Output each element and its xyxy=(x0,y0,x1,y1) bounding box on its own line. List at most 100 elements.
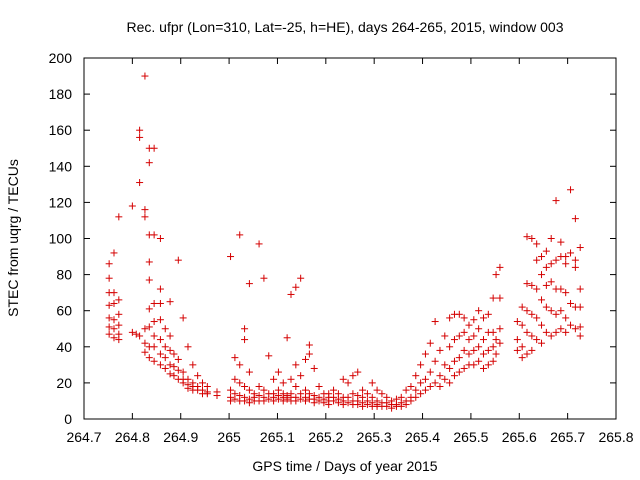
data-point xyxy=(105,314,113,322)
data-point xyxy=(528,235,536,242)
data-point xyxy=(150,318,158,326)
data-point xyxy=(373,386,381,394)
data-point xyxy=(542,303,550,311)
y-tick-label: 160 xyxy=(49,122,73,138)
data-point xyxy=(349,390,357,398)
data-point xyxy=(436,372,444,380)
data-point xyxy=(203,390,211,398)
data-point xyxy=(571,263,579,271)
data-point xyxy=(150,332,158,340)
data-point xyxy=(245,386,253,394)
data-point xyxy=(213,392,221,400)
data-point xyxy=(426,383,434,391)
data-point xyxy=(576,323,584,331)
data-point xyxy=(194,372,202,380)
data-point xyxy=(450,336,458,344)
data-point xyxy=(479,314,487,322)
data-point xyxy=(492,336,500,344)
data-point xyxy=(161,364,169,372)
data-point xyxy=(174,366,182,374)
data-point xyxy=(465,336,473,344)
data-point xyxy=(128,328,136,336)
data-point xyxy=(562,314,570,322)
data-point xyxy=(141,206,149,214)
data-point xyxy=(496,325,504,333)
data-point xyxy=(436,383,444,391)
data-point xyxy=(523,328,531,336)
data-point xyxy=(283,334,291,342)
data-point xyxy=(489,343,497,351)
data-point xyxy=(538,296,546,304)
data-point xyxy=(156,336,164,344)
data-point xyxy=(255,240,263,248)
y-axis-label: STEC from uqrg / TECUs xyxy=(5,159,21,317)
data-point xyxy=(189,361,197,369)
data-point xyxy=(426,368,434,376)
data-point xyxy=(156,350,164,358)
data-point xyxy=(136,126,144,134)
data-point xyxy=(270,397,278,405)
data-point xyxy=(518,343,526,351)
data-point xyxy=(455,368,463,376)
data-point xyxy=(136,179,144,187)
data-point xyxy=(562,328,570,336)
data-point xyxy=(132,330,140,338)
data-point xyxy=(441,332,449,340)
data-point xyxy=(334,399,342,407)
data-point xyxy=(245,368,253,376)
data-point xyxy=(344,379,352,387)
data-point xyxy=(489,357,497,365)
data-point xyxy=(166,346,174,354)
data-point xyxy=(567,321,575,329)
data-point xyxy=(105,260,113,268)
data-point xyxy=(302,355,310,363)
data-point xyxy=(105,274,113,282)
data-point xyxy=(287,290,295,298)
data-point xyxy=(533,256,541,264)
data-point xyxy=(236,379,244,387)
data-point xyxy=(492,350,500,358)
data-point xyxy=(523,280,531,288)
data-point xyxy=(547,278,555,286)
data-point xyxy=(542,247,550,255)
data-point xyxy=(518,354,526,362)
data-point xyxy=(110,249,118,257)
y-tick-label: 120 xyxy=(49,194,73,210)
data-point xyxy=(156,235,164,242)
data-point xyxy=(265,395,273,403)
data-point xyxy=(446,379,454,387)
data-point xyxy=(136,332,144,340)
data-point xyxy=(417,361,425,369)
data-point xyxy=(260,386,268,394)
x-axis: 264.7 264.8 264.9 265 265.1 265.2 265.3 265.4 26… xyxy=(66,58,634,445)
data-point xyxy=(305,341,313,349)
data-point xyxy=(145,323,153,331)
data-point xyxy=(110,316,118,324)
data-point xyxy=(576,285,584,293)
data-point xyxy=(431,357,439,365)
data-point xyxy=(287,375,295,383)
data-point xyxy=(110,334,118,342)
data-point xyxy=(156,299,164,307)
data-point xyxy=(166,370,174,378)
data-point xyxy=(484,310,492,318)
data-point xyxy=(110,299,118,307)
data-point xyxy=(402,401,410,409)
data-point xyxy=(426,339,434,347)
x-axis-label: GPS time / Days of year 2015 xyxy=(252,458,437,474)
data-point xyxy=(489,328,497,336)
data-point xyxy=(547,235,555,242)
data-point xyxy=(513,336,521,344)
data-point xyxy=(179,379,187,387)
data-point xyxy=(475,343,483,351)
data-point xyxy=(465,321,473,329)
data-point xyxy=(363,401,371,409)
data-point xyxy=(368,379,376,387)
data-point xyxy=(547,332,555,340)
data-point xyxy=(557,307,565,315)
data-point xyxy=(523,307,531,315)
data-point xyxy=(231,375,239,383)
data-point xyxy=(115,310,123,318)
data-point xyxy=(150,231,158,239)
